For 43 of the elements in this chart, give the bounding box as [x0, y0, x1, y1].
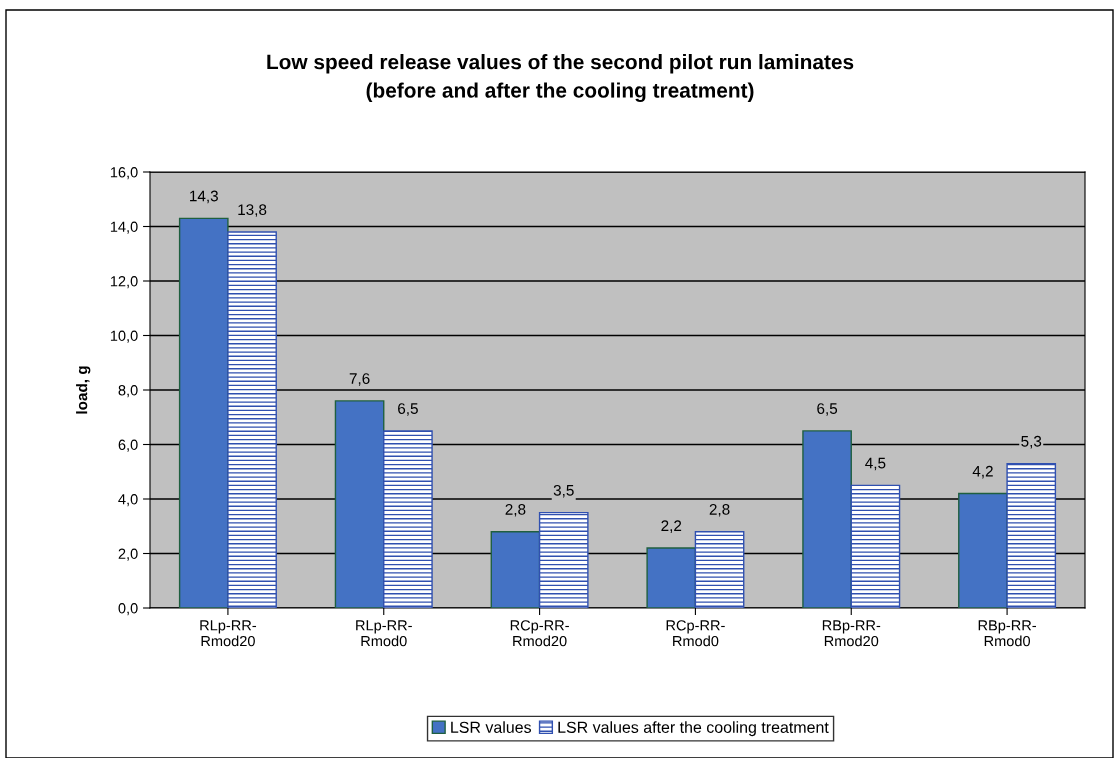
- x-tick-label: RBp-RR- Rmod20: [822, 620, 881, 647]
- bar: [538, 511, 589, 608]
- data-label: 2,8: [505, 503, 526, 517]
- bar: [802, 430, 852, 608]
- bar: [1006, 462, 1057, 608]
- data-label: 4,2: [972, 465, 993, 479]
- y-tick-label: 0,0: [118, 603, 138, 616]
- data-label: 5,3: [1021, 435, 1042, 449]
- y-tick-label: 2,0: [118, 548, 138, 561]
- chart-title: Low speed release values of the second pilot run laminates (before and after the cooling treatment): [267, 54, 854, 102]
- data-label: 6,5: [398, 403, 418, 416]
- x-tick-label: RCp-RR- Rmod20: [510, 620, 569, 647]
- x-tick-label: RLp-RR- Rmod20: [200, 620, 257, 647]
- y-tick-label: 12,0: [110, 276, 138, 289]
- data-label: 13,8: [238, 204, 267, 217]
- bar: [227, 231, 277, 608]
- y-tick-label: 4,0: [118, 494, 138, 507]
- x-tick-label: RCp-RR- Rmod0: [666, 620, 725, 647]
- y-tick-label: 8,0: [118, 385, 138, 398]
- y-tick-label: 16,0: [110, 167, 138, 180]
- bar: [646, 547, 697, 608]
- y-tick-label: 14,0: [110, 221, 138, 234]
- bar: [383, 430, 433, 608]
- bar: [958, 492, 1008, 608]
- y-axis-title: load, g: [76, 366, 91, 414]
- y-tick-label: 6,0: [118, 439, 138, 452]
- bar: [490, 531, 541, 608]
- x-tick-label: RLp-RR- Rmod0: [356, 620, 412, 647]
- legend-label: LSR values after the cooling treatment: [558, 721, 829, 737]
- legend-label: LSR values: [451, 721, 531, 733]
- data-label: 4,5: [865, 457, 886, 471]
- bar: [178, 217, 229, 608]
- data-label: 2,8: [709, 503, 730, 517]
- data-label: 14,3: [190, 190, 218, 204]
- x-tick-label: RBp-RR- Rmod0: [978, 620, 1037, 647]
- bar: [694, 531, 745, 608]
- y-tick-label: 10,0: [110, 330, 138, 343]
- bar: [334, 400, 385, 608]
- data-label: 2,2: [661, 520, 682, 533]
- bar: [850, 484, 901, 608]
- data-label: 3,5: [553, 484, 574, 498]
- data-label: 7,6: [349, 373, 370, 386]
- data-label: 6,5: [817, 403, 838, 416]
